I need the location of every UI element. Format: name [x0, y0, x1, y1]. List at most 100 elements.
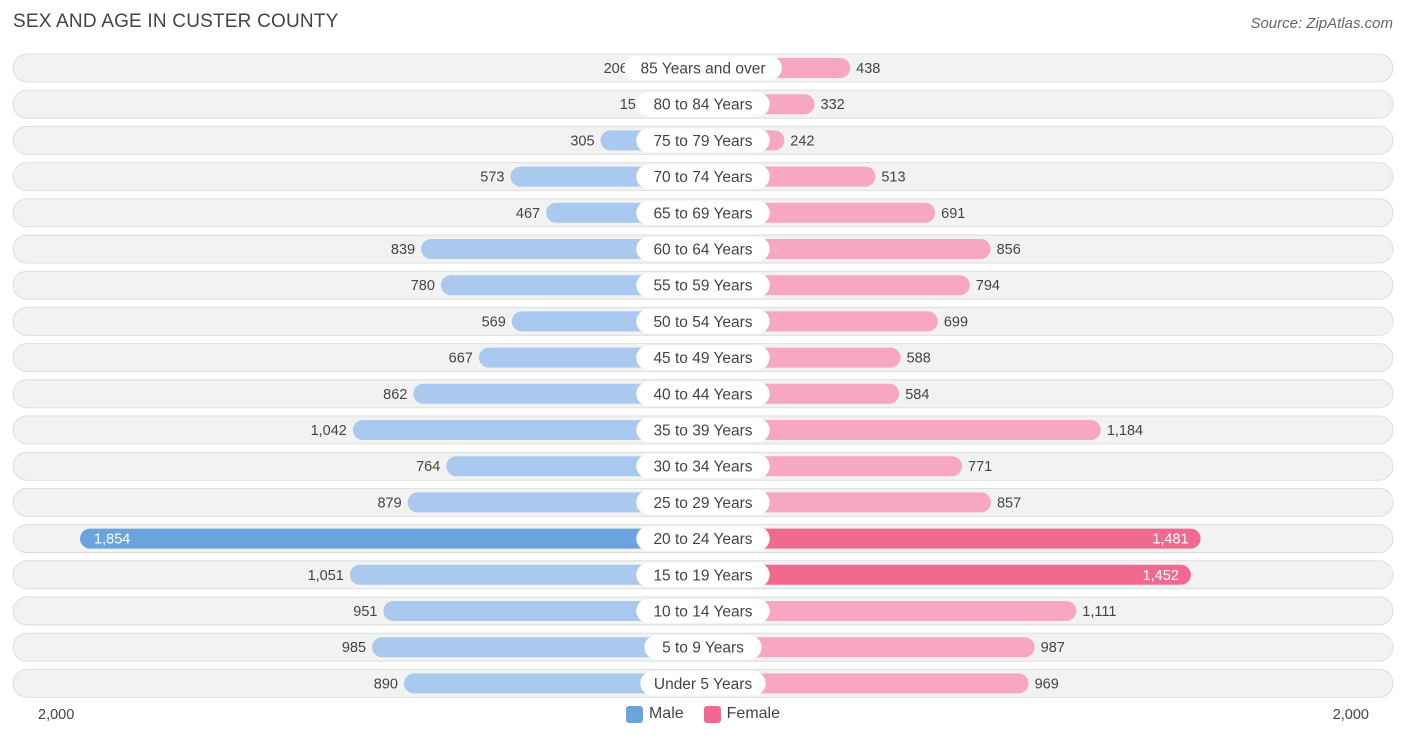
category-label: 85 Years and over: [641, 61, 766, 78]
legend-swatch-female: [703, 705, 721, 723]
female-value-label: 856: [997, 242, 1021, 258]
male-value-label: 305: [570, 133, 594, 149]
category-label-background: [636, 526, 770, 551]
category-label-background: [636, 92, 770, 117]
female-value-label: 513: [881, 170, 905, 186]
category-label: 30 to 34 Years: [653, 459, 752, 476]
category-label-background: [636, 454, 770, 479]
legend-swatch-male: [625, 705, 643, 723]
category-label: 20 to 24 Years: [653, 531, 752, 548]
male-value-label: 573: [480, 170, 504, 186]
female-value-label: 332: [821, 97, 845, 113]
category-label: 80 to 84 Years: [653, 97, 752, 114]
male-value-label: 667: [449, 351, 473, 367]
male-value-label: 764: [416, 459, 440, 475]
female-value-label: 242: [790, 133, 814, 149]
category-label: 15 to 19 Years: [653, 567, 752, 584]
male-bar: [413, 383, 703, 404]
male-value-label: 206: [604, 61, 628, 77]
female-bar: [703, 492, 991, 513]
category-label: 40 to 44 Years: [653, 386, 752, 403]
category-label: 45 to 49 Years: [653, 350, 752, 367]
female-value-label: 1,111: [1082, 604, 1116, 620]
female-value-label: 1,481: [1152, 532, 1188, 548]
male-value-label: 467: [516, 206, 540, 222]
female-value-label: 1,184: [1107, 423, 1143, 439]
male-bar: [403, 673, 703, 694]
male-value-label: 890: [374, 676, 398, 692]
female-value-label: 987: [1041, 640, 1065, 656]
female-value-label: 588: [907, 351, 931, 367]
category-label-background: [644, 635, 762, 660]
category-label-background: [636, 381, 770, 406]
female-value-label: 794: [976, 278, 1000, 294]
category-label: Under 5 Years: [654, 676, 752, 693]
male-value-label: 879: [377, 495, 401, 511]
female-value-label: 699: [944, 314, 968, 330]
axis-label-right: 2,000: [1332, 707, 1369, 723]
male-value-label: 780: [411, 278, 435, 294]
category-label-background: [636, 273, 770, 298]
female-bar: [703, 564, 1191, 585]
category-label-background: [640, 671, 766, 696]
male-value-label: 1,051: [308, 568, 344, 584]
male-bar: [383, 601, 703, 621]
chart-title: SEX AND AGE IN CUSTER COUNTY: [13, 11, 339, 32]
legend: Male Female: [0, 705, 1406, 723]
category-label-background: [636, 418, 770, 442]
female-bar: [703, 528, 1201, 549]
legend-item-male[interactable]: Male: [625, 705, 684, 723]
category-label: 50 to 54 Years: [653, 314, 752, 331]
male-bar: [349, 564, 703, 585]
category-label-background: [636, 164, 770, 189]
female-value-label: 969: [1035, 676, 1059, 692]
male-value-label: 839: [391, 242, 415, 258]
category-label-background: [624, 56, 782, 80]
male-value-label: 1,042: [311, 423, 347, 439]
female-value-label: 1,452: [1143, 568, 1179, 584]
category-label: 70 to 74 Years: [653, 169, 752, 186]
category-label: 55 to 59 Years: [653, 278, 752, 295]
male-value-label: 1,854: [94, 532, 130, 548]
female-value-label: 438: [856, 61, 880, 77]
female-value-label: 857: [997, 495, 1021, 511]
category-label-background: [636, 128, 770, 153]
male-value-label: 862: [383, 387, 407, 403]
female-bar: [703, 420, 1101, 440]
category-label: 35 to 39 Years: [653, 423, 752, 440]
male-bar: [80, 528, 703, 549]
source-note: Source: ZipAtlas.com: [1250, 15, 1393, 32]
male-bar: [352, 420, 703, 440]
category-label: 5 to 9 Years: [662, 640, 744, 657]
category-label: 25 to 29 Years: [653, 495, 752, 512]
legend-label-male: Male: [648, 705, 684, 722]
category-label-background: [636, 309, 770, 334]
category-label-background: [636, 345, 770, 370]
category-label-background: [636, 490, 770, 515]
male-bar: [421, 239, 703, 259]
female-bar: [703, 601, 1077, 621]
category-label: 65 to 69 Years: [653, 205, 752, 222]
legend-item-female[interactable]: Female: [703, 705, 781, 723]
category-label-background: [636, 599, 770, 623]
male-value-label: 951: [353, 604, 377, 620]
male-bar: [407, 492, 703, 513]
female-value-label: 771: [968, 459, 992, 475]
category-label: 10 to 14 Years: [653, 604, 752, 621]
category-label-background: [636, 200, 770, 225]
female-bar: [703, 275, 970, 296]
category-label-background: [636, 237, 770, 261]
female-value-label: 584: [905, 387, 929, 403]
male-bar: [372, 637, 703, 658]
category-label: 75 to 79 Years: [653, 133, 752, 150]
female-bar: [703, 673, 1029, 694]
male-value-label: 569: [482, 314, 506, 330]
legend-label-female: Female: [726, 705, 781, 722]
female-bar: [703, 239, 991, 259]
female-bar: [703, 637, 1035, 658]
category-label: 60 to 64 Years: [653, 242, 752, 259]
male-value-label: 985: [342, 640, 366, 656]
category-label-background: [636, 562, 770, 587]
female-value-label: 691: [941, 206, 965, 222]
